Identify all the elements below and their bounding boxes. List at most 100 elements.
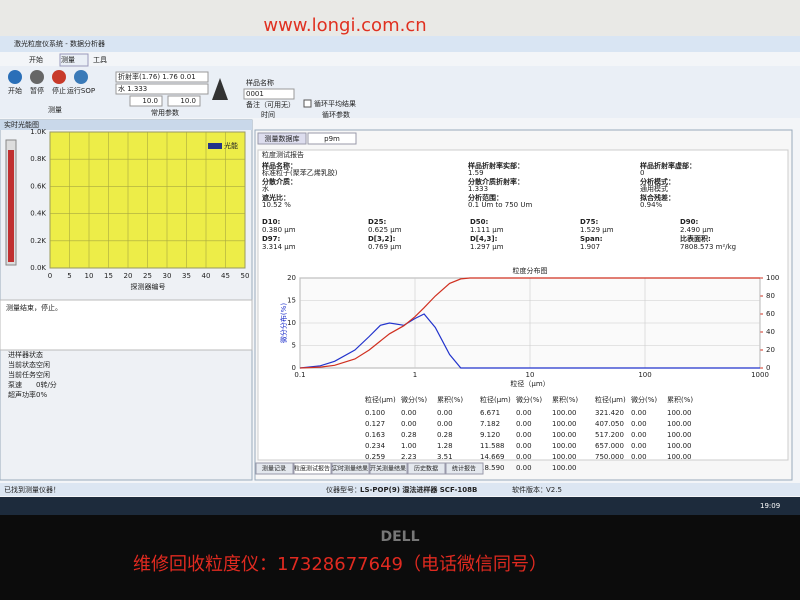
x-tick-label: 25: [143, 272, 152, 280]
bottom-tab-label[interactable]: 测量记录: [262, 465, 286, 473]
table-header: 累积(%): [437, 395, 463, 404]
spin-box[interactable]: [167, 95, 201, 107]
bottom-tab-label[interactable]: 粒度测试报告: [294, 465, 330, 473]
table-cell: 0.163: [365, 431, 385, 439]
table-cell: 750.000: [595, 453, 624, 461]
y-tick-label: 0: [292, 364, 296, 372]
table-header: 微分(%): [401, 395, 427, 404]
table-cell: 0.00: [437, 409, 453, 417]
bottom-tab-label[interactable]: 统计报告: [452, 465, 476, 473]
menu-tab[interactable]: 工具: [93, 56, 107, 64]
ribbon-icon[interactable]: [74, 70, 88, 84]
combo-box[interactable]: [115, 71, 209, 83]
y-tick-label: 0.8K: [30, 155, 46, 163]
ribbon-button[interactable]: 运行SOP: [67, 86, 95, 95]
stat-value: 0.769 μm: [368, 243, 402, 251]
medium[interactable]: 水 1.333: [118, 84, 147, 93]
y-tick-label: 0.6K: [30, 182, 46, 190]
chart-title: 粒度分布图: [513, 266, 548, 275]
bottom-tab-label[interactable]: 开关测量结果: [370, 465, 406, 473]
x-tick-label: 1000: [751, 371, 769, 379]
spin-value[interactable]: 10.0: [180, 97, 196, 105]
stat-label: D[4,3]:: [470, 235, 498, 243]
field-label: 样品名称：: [262, 161, 297, 170]
ribbon-icon[interactable]: [30, 70, 44, 84]
combo-box[interactable]: [115, 83, 209, 95]
bottom-tab[interactable]: [331, 462, 370, 475]
field-label: 分散介质：: [262, 177, 297, 186]
ribbon-label: 备注（可用无）: [246, 100, 295, 109]
y-tick-label: 5: [292, 342, 296, 350]
text-box[interactable]: [243, 88, 295, 100]
table-cell: 0.00: [516, 431, 532, 439]
checkbox[interactable]: [303, 99, 312, 108]
status-bar: [0, 483, 800, 496]
refractive[interactable]: 折射率(1.76) 1.76 0.01: [118, 72, 196, 81]
x-axis-label: 探测器编号: [131, 282, 166, 291]
stat-value: 0.380 μm: [262, 226, 296, 234]
ribbon-icon[interactable]: [52, 70, 66, 84]
table-cell: 0.00: [516, 442, 532, 450]
y-tick-label: 20: [287, 274, 296, 282]
panel-title: 实时光能图: [4, 120, 39, 129]
bottom-tab[interactable]: [293, 462, 332, 475]
table-cell: 0.00: [516, 409, 532, 417]
sample-name[interactable]: 0001: [246, 90, 264, 98]
stat-value: 2.490 μm: [680, 226, 714, 234]
report-tab[interactable]: [307, 132, 357, 145]
bottom-tab[interactable]: [369, 462, 408, 475]
ribbon-icon: [212, 78, 228, 100]
table-cell: 100.00: [552, 442, 577, 450]
table-cell: 1.28: [437, 442, 453, 450]
table-cell: 321.420: [595, 409, 624, 417]
title-bar: [0, 36, 800, 52]
status-text: V2.5: [546, 486, 562, 494]
bottom-tab-label[interactable]: 实时测量结果: [332, 465, 368, 473]
bottom-tab-label[interactable]: 历史数据: [414, 465, 438, 473]
stat-value: 0.625 μm: [368, 226, 402, 234]
bottom-tab[interactable]: [255, 462, 294, 475]
table-cell: 0.00: [516, 420, 532, 428]
table-cell: 100.00: [552, 409, 577, 417]
spin-value[interactable]: 10.0: [142, 97, 158, 105]
ribbon-icon[interactable]: [8, 70, 22, 84]
field-value: 水: [262, 184, 269, 193]
table-cell: 9.120: [480, 431, 500, 439]
ribbon-button[interactable]: 开始: [8, 86, 22, 95]
checkbox-label[interactable]: 循环平均结果: [314, 99, 356, 108]
table-cell: 0.00: [401, 409, 417, 417]
y-tick-label: 0.4K: [30, 210, 46, 218]
y-tick-label: 0.0K: [30, 264, 46, 272]
menu-tab[interactable]: 测量: [61, 56, 75, 64]
field-label: 分散介质折射率：: [468, 177, 524, 186]
bezel: [0, 515, 800, 600]
report-tab-label[interactable]: 测量数据库: [265, 134, 300, 143]
stat-label: D[3,2]:: [368, 235, 396, 243]
table-cell: 1.00: [401, 442, 417, 450]
field-label: 遮光比：: [262, 193, 290, 202]
table-cell: 100.00: [552, 420, 577, 428]
table-cell: 0.28: [401, 431, 417, 439]
spin-box[interactable]: [129, 95, 163, 107]
ribbon-group: 常用参数: [151, 108, 179, 117]
report-tab[interactable]: [257, 132, 307, 145]
table-cell: 0.00: [401, 420, 417, 428]
menu-tab[interactable]: 开始: [29, 55, 43, 64]
report-tab-label[interactable]: p9m: [324, 135, 340, 143]
ribbon-button[interactable]: 停止: [52, 86, 66, 95]
x-tick-label: 0: [48, 272, 52, 280]
table-cell: 100.00: [667, 409, 692, 417]
bottom-tab[interactable]: [407, 462, 446, 475]
table-cell: 100.00: [667, 431, 692, 439]
status-text: LS-POP(9) 湿法进样器 SCF-108B: [360, 485, 477, 494]
table-cell: 0.00: [516, 453, 532, 461]
field-value: 0: [640, 169, 644, 177]
series-line: [299, 313, 760, 369]
bottom-tab[interactable]: [445, 462, 484, 475]
table-cell: 100.00: [552, 431, 577, 439]
stat-value: 3.314 μm: [262, 243, 296, 251]
ribbon-button[interactable]: 暂停: [30, 86, 44, 95]
field-label: 样品折射率实部：: [468, 161, 524, 170]
table-cell: 0.00: [631, 409, 647, 417]
